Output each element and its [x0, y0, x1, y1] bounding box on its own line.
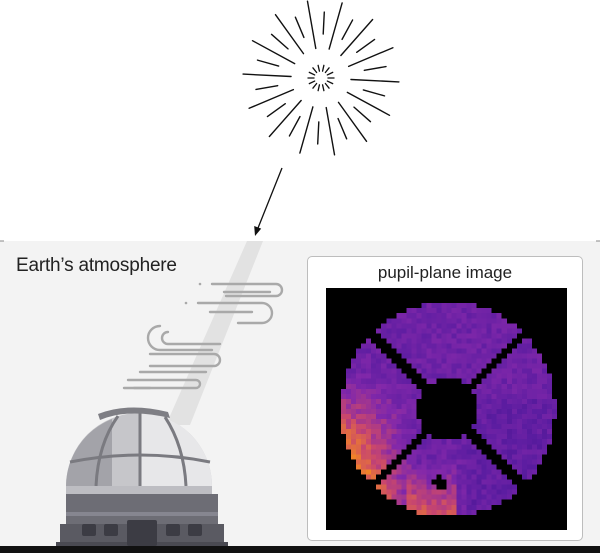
atmosphere-label: Earth’s atmosphere — [16, 255, 177, 276]
starburst-icon — [242, 0, 400, 156]
observatory-dome-icon — [56, 407, 228, 548]
wind-icon — [122, 282, 284, 390]
pupil-panel-title: pupil-plane image — [377, 263, 513, 282]
incoming-light-arrow — [254, 167, 283, 236]
pupil-plane-image — [326, 288, 567, 530]
bottom-border — [0, 546, 600, 553]
pupil-plane-panel: pupil-plane image — [307, 256, 583, 541]
